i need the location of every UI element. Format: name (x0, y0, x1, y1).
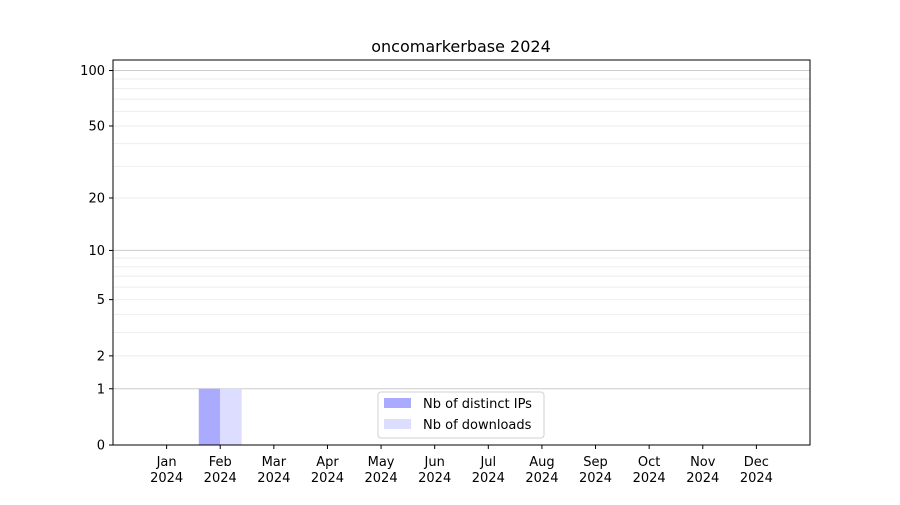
chart-title: oncomarkerbase 2024 (371, 37, 551, 56)
x-tick-label: May (368, 455, 395, 470)
x-tick-label: 2024 (150, 471, 183, 486)
x-tick-label: Sep (583, 455, 608, 470)
bars (198, 388, 242, 445)
x-tick-label: Feb (209, 455, 232, 470)
x-tick-label: Jun (424, 455, 445, 470)
x-tick-label: 2024 (525, 471, 558, 486)
x-tick-label: Jul (479, 455, 496, 470)
x-tick-label: Aug (529, 455, 554, 470)
x-tick-label: 2024 (365, 471, 398, 486)
axes-frame (112, 59, 811, 446)
legend-swatch (384, 419, 411, 429)
x-tick-label: 2024 (418, 471, 451, 486)
grid (113, 70, 810, 390)
y-axis: 0 1 2 5 10 20 50 100 (80, 64, 113, 454)
y-tick-label: 5 (97, 293, 105, 308)
y-tick-label: 2 (97, 349, 105, 364)
x-tick-label: Nov (690, 455, 716, 470)
x-tick-label: 2024 (633, 471, 666, 486)
y-tick-label: 100 (80, 64, 105, 79)
legend-swatch (384, 398, 411, 408)
x-tick-label: 2024 (579, 471, 612, 486)
x-tick-label: Dec (744, 455, 769, 470)
x-tick-label: Jan (156, 455, 177, 470)
x-tick-label: Apr (316, 455, 339, 470)
bar-distinct-ips (198, 388, 221, 445)
x-tick-label: Oct (638, 455, 660, 470)
x-tick-label: 2024 (204, 471, 237, 486)
x-tick-label: Mar (262, 455, 287, 470)
legend: Nb of distinct IPs Nb of downloads (377, 391, 545, 439)
y-tick-label: 10 (88, 244, 105, 259)
y-tick-label: 20 (88, 191, 105, 206)
y-tick-label: 0 (97, 439, 105, 454)
x-tick-label: 2024 (686, 471, 719, 486)
x-tick-label: 2024 (257, 471, 290, 486)
legend-label: Nb of downloads (423, 418, 532, 433)
legend-label: Nb of distinct IPs (423, 397, 532, 412)
x-tick-label: 2024 (311, 471, 344, 486)
x-tick-label: 2024 (472, 471, 505, 486)
y-tick-label: 1 (97, 382, 105, 397)
legend-box (377, 391, 545, 439)
x-axis: Jan2024Feb2024Mar2024Apr2024May2024Jun20… (150, 445, 773, 486)
bar-downloads (220, 388, 242, 445)
y-tick-label: 50 (88, 119, 105, 134)
x-tick-label: 2024 (740, 471, 773, 486)
